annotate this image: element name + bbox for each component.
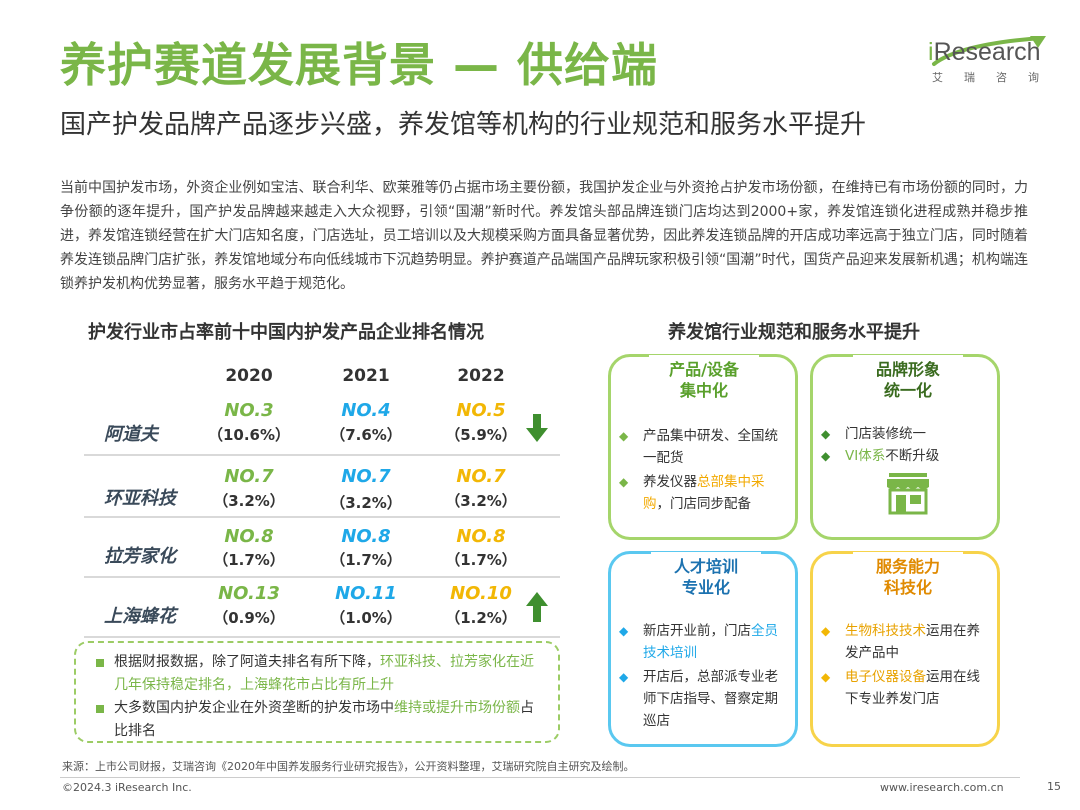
- company-name: 上海蜂花: [104, 606, 176, 627]
- share-2021: （1.0%）: [330, 609, 402, 627]
- card-title: 人才培训 专业化: [651, 552, 761, 602]
- page-number: 15: [1047, 780, 1061, 793]
- ranking-notes-box: 根据财报数据，除了阿道夫排名有所下降，环亚科技、拉芳家化在近几年保持稳定排名，上…: [74, 641, 560, 743]
- card-bullet-item: ◆ VI体系不断升级: [821, 445, 991, 467]
- ranking-section-title: 护发行业市占率前十中国内护发产品企业排名情况: [88, 322, 484, 343]
- card-body: ◆ 产品集中研发、全国统一配货 ◆ 养发仪器总部集中采购，门店同步配备: [619, 425, 789, 515]
- ranking-row-adolph: 阿道夫 NO.3 NO.4 NO.5 （10.6%） （7.6%） （5.9%）: [84, 398, 560, 456]
- share-2020: （3.2%）: [213, 492, 285, 510]
- diamond-bullet-icon: ◆: [821, 427, 831, 441]
- share-2021: （7.6%）: [330, 426, 402, 444]
- rank-2020: NO.13: [218, 583, 280, 604]
- card-brand-unification: 品牌形象 统一化 ◆ 门店装修统一 ◆ VI体系不断升级: [810, 354, 1000, 540]
- salon-section-title: 养发馆行业规范和服务水平提升: [668, 322, 920, 343]
- share-2022: （5.9%）: [445, 426, 517, 444]
- card-body: ◆ 生物科技技术运用在养发产品中 ◆ 电子仪器设备运用在线下专业养发门店: [821, 620, 991, 710]
- card-body: ◆ 门店装修统一 ◆ VI体系不断升级: [821, 423, 991, 467]
- footer-divider: [60, 777, 1020, 778]
- card-bullet-item: ◆ 生物科技技术运用在养发产品中: [821, 620, 991, 664]
- card-bullet-item: ◆ 新店开业前，门店全员技术培训: [619, 620, 789, 664]
- diamond-bullet-icon: ◆: [619, 670, 629, 684]
- page-title: 养护赛道发展背景 — 供给端: [60, 38, 659, 92]
- card-product-centralization: 产品/设备 集中化 ◆ 产品集中研发、全国统一配货 ◆ 养发仪器总部集中采购，门店同…: [608, 354, 798, 540]
- diamond-bullet-icon: ◆: [821, 449, 831, 463]
- storefront-icon: [887, 473, 929, 515]
- rank-2021: NO.11: [335, 583, 397, 604]
- card-bullet-item: ◆ 开店后，总部派专业老师下店指导、督察定期巡店: [619, 666, 789, 732]
- diamond-bullet-icon: ◆: [821, 670, 831, 684]
- year-header-2020: 2020: [225, 366, 273, 386]
- card-title: 产品/设备 集中化: [649, 355, 759, 405]
- up-arrow-icon: [526, 592, 548, 622]
- page-subtitle: 国产护发品牌产品逐步兴盛，养发馆等机构的行业规范和服务水平提升: [60, 110, 867, 140]
- diamond-bullet-icon: ◆: [821, 624, 831, 638]
- share-2022: （3.2%）: [445, 492, 517, 510]
- rank-2022: NO.5: [456, 400, 506, 421]
- site-url: www.iresearch.com.cn: [880, 781, 1004, 794]
- share-2020: （10.6%）: [207, 426, 291, 444]
- share-2022: （1.7%）: [445, 551, 517, 569]
- ranking-row-bee-flower: 上海蜂花 NO.13 NO.11 NO.10 （0.9%） （1.0%） （1.…: [84, 580, 560, 638]
- diamond-bullet-icon: ◆: [619, 624, 629, 638]
- share-2020: （0.9%）: [213, 609, 285, 627]
- logo-wordmark: iResearch: [928, 38, 1041, 66]
- rank-2021: NO.4: [341, 400, 391, 421]
- logo-swoosh-icon: [932, 36, 1046, 66]
- rank-2020: NO.7: [224, 466, 274, 487]
- note-item: 根据财报数据，除了阿道夫排名有所下降，环亚科技、拉芳家化在近几年保持稳定排名，上…: [96, 651, 546, 697]
- copyright: ©2024.3 iResearch Inc.: [62, 781, 192, 794]
- logo-subtitle: 艾瑞咨询: [932, 71, 1060, 84]
- card-title: 服务能力 科技化: [853, 552, 963, 602]
- company-name: 阿道夫: [104, 424, 158, 445]
- company-name: 拉芳家化: [104, 546, 176, 567]
- ranking-row-huanya: 环亚科技 NO.7 NO.7 NO.7 （3.2%） （3.2%） （3.2%）: [84, 460, 560, 518]
- year-header-2021: 2021: [342, 366, 390, 386]
- rank-2022: NO.10: [450, 583, 512, 604]
- card-bullet-item: ◆ 产品集中研发、全国统一配货: [619, 425, 789, 469]
- rank-2021: NO.8: [341, 526, 391, 547]
- rank-2021: NO.7: [341, 466, 391, 487]
- card-talent-training: 人才培训 专业化 ◆ 新店开业前，门店全员技术培训 ◆ 开店后，总部派专业老师下店指…: [608, 551, 798, 747]
- ranking-row-lafang: 拉芳家化 NO.8 NO.8 NO.8 （1.7%） （1.7%） （1.7%）: [84, 520, 560, 578]
- rank-2022: NO.7: [456, 466, 506, 487]
- card-title: 品牌形象 统一化: [853, 355, 963, 405]
- card-bullet-item: ◆ 养发仪器总部集中采购，门店同步配备: [619, 471, 789, 515]
- down-arrow-icon: [526, 414, 548, 442]
- card-bullet-item: ◆ 电子仪器设备运用在线下专业养发门店: [821, 666, 991, 710]
- company-name: 环亚科技: [104, 488, 176, 509]
- card-body: ◆ 新店开业前，门店全员技术培训 ◆ 开店后，总部派专业老师下店指导、督察定期巡店: [619, 620, 789, 732]
- share-2021: （1.7%）: [330, 551, 402, 569]
- share-2021: （3.2%）: [330, 494, 402, 512]
- year-header-2022: 2022: [457, 366, 505, 386]
- share-2022: （1.2%）: [445, 609, 517, 627]
- share-2020: （1.7%）: [213, 551, 285, 569]
- iresearch-logo: iResearch 艾瑞咨询: [928, 36, 1060, 85]
- source-note: 来源：上市公司财报，艾瑞咨询《2020年中国养发服务行业研究报告》，公开资料整理…: [62, 760, 635, 773]
- rank-2022: NO.8: [456, 526, 506, 547]
- rank-2020: NO.8: [224, 526, 274, 547]
- note-item: 大多数国内护发企业在外资垄断的护发市场中维持或提升市场份额占比排名: [96, 697, 546, 743]
- diamond-bullet-icon: ◆: [619, 429, 629, 443]
- diamond-bullet-icon: ◆: [619, 475, 629, 489]
- card-bullet-item: ◆ 门店装修统一: [821, 423, 991, 445]
- rank-2020: NO.3: [224, 400, 274, 421]
- intro-paragraph: 当前中国护发市场，外资企业例如宝洁、联合利华、欧莱雅等仍占据市场主要份额，我国护…: [60, 180, 1028, 292]
- card-tech-service: 服务能力 科技化 ◆ 生物科技技术运用在养发产品中 ◆ 电子仪器设备运用在线下专业养…: [810, 551, 1000, 747]
